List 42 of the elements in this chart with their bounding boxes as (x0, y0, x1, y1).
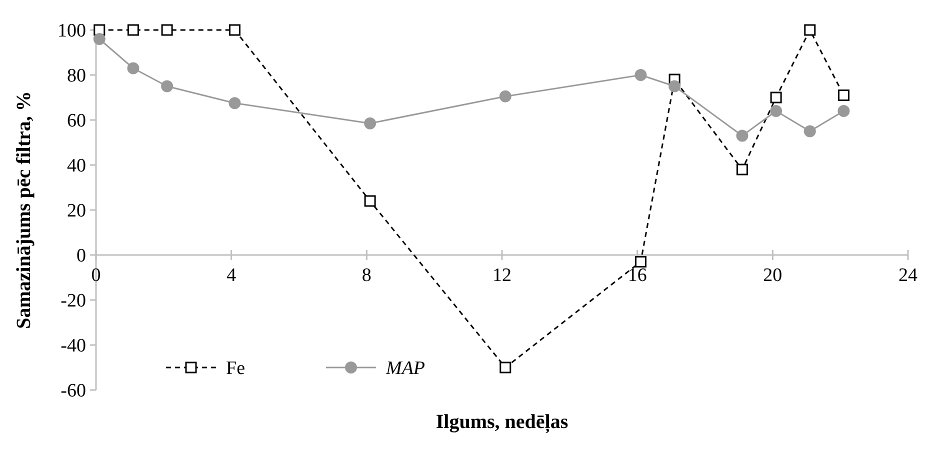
point (770, 105, 782, 117)
point (736, 130, 748, 142)
point (804, 24, 816, 36)
point (500, 362, 512, 374)
point (161, 24, 173, 36)
point (228, 24, 240, 36)
point (668, 80, 681, 92)
y-tick-label: 100 (58, 20, 86, 42)
point (634, 256, 646, 268)
x-tick-label: 12 (492, 265, 512, 286)
point (127, 62, 140, 74)
point (804, 125, 816, 138)
point (364, 117, 376, 130)
point (499, 90, 512, 102)
point (736, 164, 748, 176)
point (634, 69, 647, 81)
x-tick-label: 4 (226, 265, 237, 286)
legend-label: MAP (385, 358, 426, 380)
point (161, 80, 174, 92)
x-tick-label: 0 (91, 265, 101, 286)
point (93, 33, 106, 45)
y-tick-label: 20 (67, 200, 86, 222)
point (838, 105, 850, 117)
point (228, 97, 241, 110)
point (364, 195, 376, 207)
point (127, 24, 139, 36)
legend-label: Fe (226, 358, 245, 380)
point (838, 90, 850, 101)
y-tick-label: -20 (60, 290, 86, 312)
y-tick-label: -60 (60, 380, 86, 402)
x-tick-label: 24 (898, 265, 918, 286)
point (770, 92, 782, 104)
x-axis-title: Ilgums, nedēļas (436, 411, 568, 434)
y-tick-label: 40 (67, 156, 86, 177)
y-tick-label: -40 (60, 336, 86, 357)
y-tick-label: 60 (67, 110, 86, 132)
y-tick-label: 80 (67, 66, 86, 87)
y-axis-title: Samazinājums pēc filtra, % (13, 91, 35, 329)
x-tick-label: 8 (362, 265, 372, 286)
x-tick-label: 20 (763, 265, 782, 286)
x-tick-label: 16 (628, 265, 647, 286)
y-tick-label: 0 (76, 246, 86, 267)
